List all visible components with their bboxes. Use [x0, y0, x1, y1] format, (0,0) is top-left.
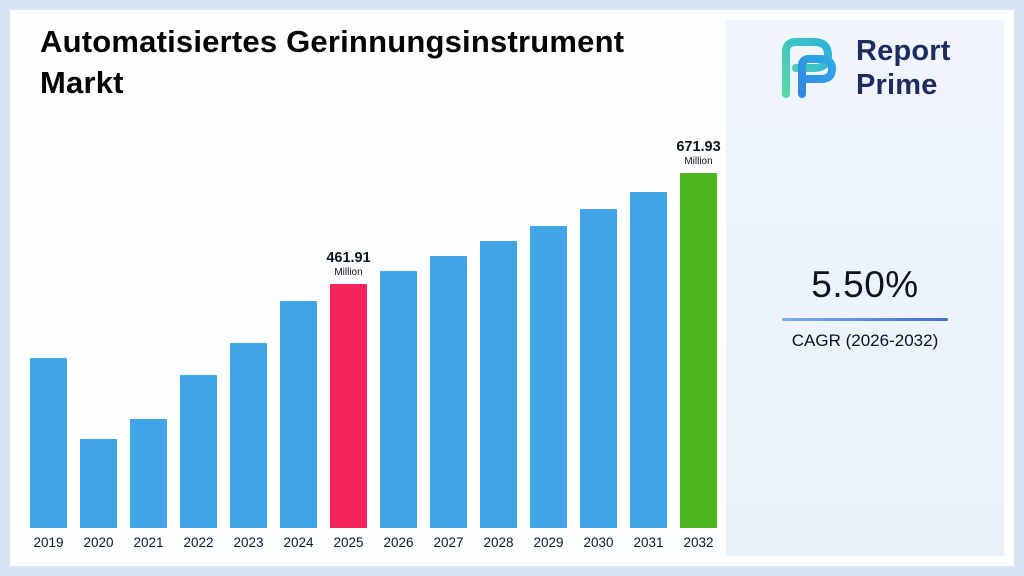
- bar-2024: [280, 300, 317, 528]
- bar-column-2029: 2029: [530, 225, 567, 550]
- infographic-background: Automatisiertes Gerinnungsinstrument Mar…: [20, 20, 1004, 556]
- bar-value-label-2025: 461.91 Million: [326, 250, 370, 278]
- bar-column-2030: 2030: [580, 209, 617, 550]
- bar-column-2024: 2024: [280, 300, 317, 550]
- cagr-underline: [782, 318, 948, 321]
- year-label-2027: 2027: [433, 535, 464, 550]
- bar-column-2032: 671.93 Million 2032: [676, 139, 720, 550]
- bar-column-2019: 2019: [30, 357, 67, 550]
- year-label-2023: 2023: [233, 535, 264, 550]
- bar-2028: [480, 241, 517, 528]
- year-label-2028: 2028: [483, 535, 514, 550]
- bar-2019: [30, 357, 67, 528]
- bar-2021: [130, 419, 167, 528]
- right-panel: Report Prime 5.50% CAGR (2026-2032): [726, 20, 1004, 556]
- brand-name-line1: Report: [856, 34, 951, 67]
- year-label-2030: 2030: [583, 535, 614, 550]
- bar-value-number-2032: 671.93: [676, 139, 721, 155]
- bar-2029: [530, 225, 567, 528]
- bar-column-2022: 2022: [180, 374, 217, 550]
- bar-column-2020: 2020: [80, 439, 117, 550]
- bar-2027: [430, 256, 467, 528]
- bar-2032: [680, 173, 717, 528]
- bar-column-2027: 2027: [430, 256, 467, 550]
- year-label-2032: 2032: [683, 535, 714, 550]
- bar-2023: [230, 342, 267, 528]
- page-title: Automatisiertes Gerinnungsinstrument Mar…: [40, 24, 625, 100]
- bar-2030: [580, 209, 617, 528]
- year-label-2021: 2021: [133, 535, 164, 550]
- cagr-label: CAGR (2026-2032): [791, 331, 939, 350]
- year-label-2022: 2022: [183, 535, 214, 550]
- bar-column-2023: 2023: [230, 342, 267, 550]
- year-label-2029: 2029: [533, 535, 564, 550]
- bar-2022: [180, 374, 217, 528]
- year-label-2031: 2031: [633, 535, 664, 550]
- bar-column-2031: 2031: [630, 191, 667, 550]
- bar-value-unit-2032: Million: [684, 156, 713, 167]
- bar-column-2021: 2021: [130, 419, 167, 550]
- report-prime-logo: Report Prime: [772, 28, 951, 109]
- brand-name-line2: Prime: [856, 68, 938, 101]
- bar-2025: [330, 284, 367, 528]
- bar-2020: [80, 439, 117, 528]
- bar-column-2025: 461.91 Million 2025: [326, 250, 370, 550]
- bar-value-number-2025: 461.91: [326, 250, 371, 266]
- bar-value-label-2032: 671.93 Million: [676, 139, 720, 167]
- report-prime-logo-icon: [772, 28, 844, 109]
- bar-column-2026: 2026: [380, 270, 417, 550]
- bar-value-unit-2025: Million: [334, 267, 363, 278]
- bar-chart: 2019 2020 2021 2022 2023 2024 461.91 Million 202…: [30, 139, 721, 550]
- bar-column-2028: 2028: [480, 241, 517, 550]
- cagr-value: 5.50%: [811, 264, 919, 305]
- year-label-2020: 2020: [83, 535, 114, 550]
- bar-2026: [380, 270, 417, 528]
- year-label-2019: 2019: [33, 535, 64, 550]
- brand-name: Report Prime: [856, 35, 951, 102]
- year-label-2026: 2026: [383, 535, 414, 550]
- bar-2031: [630, 191, 667, 528]
- year-label-2025: 2025: [333, 535, 364, 550]
- cagr-block: 5.50% CAGR (2026-2032): [726, 264, 1004, 351]
- year-label-2024: 2024: [283, 535, 314, 550]
